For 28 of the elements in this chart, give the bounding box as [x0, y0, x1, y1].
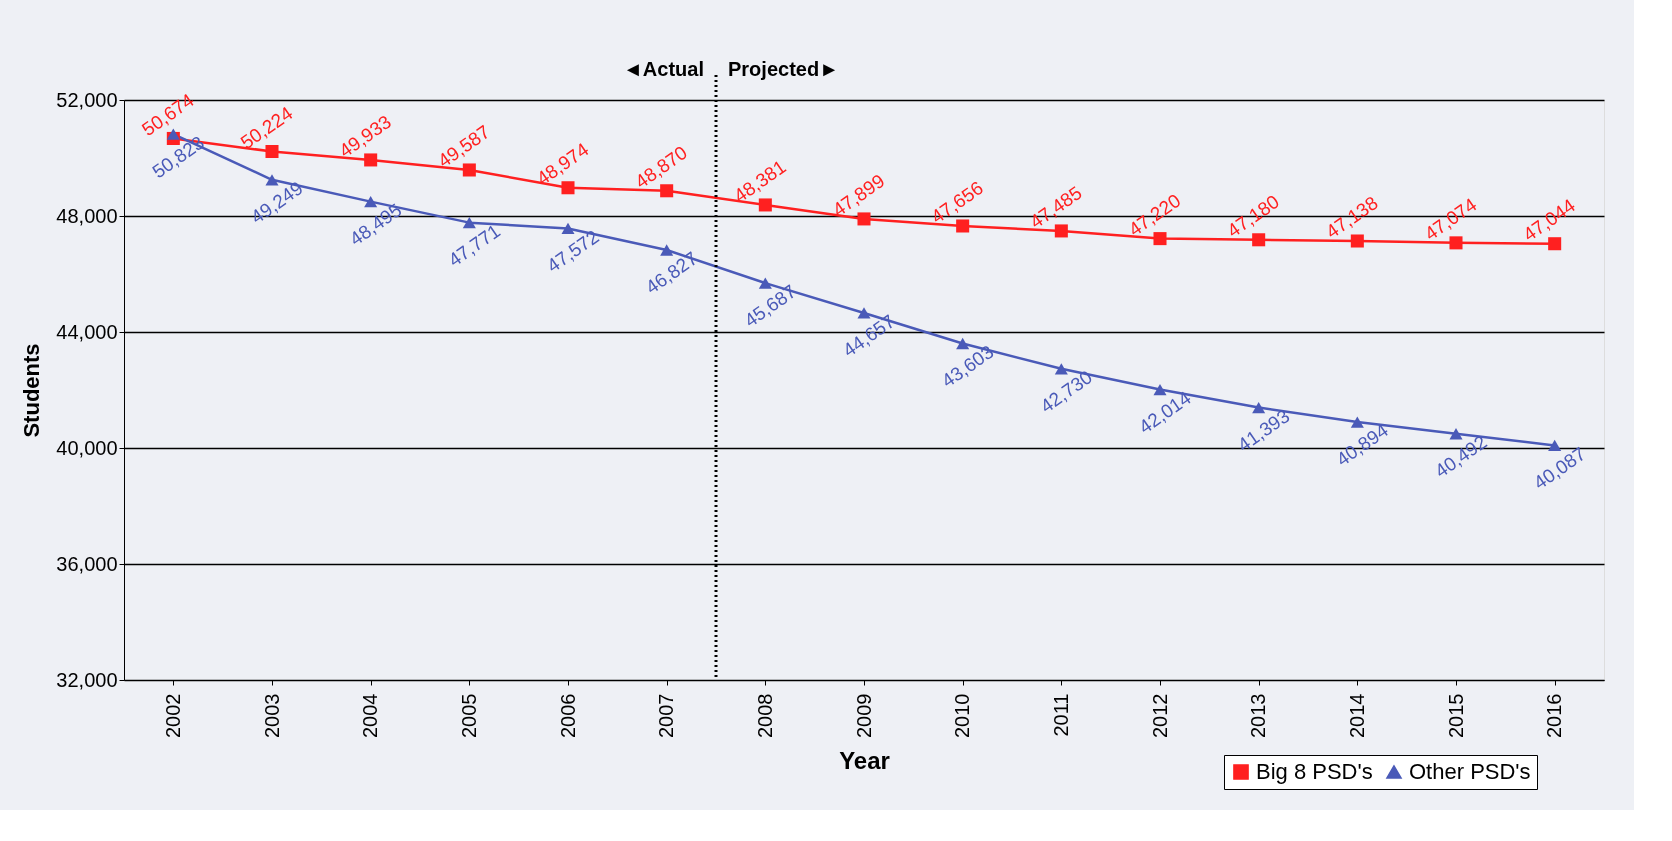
x-tick-label: 2004 — [359, 693, 382, 738]
x-tick-label: 2007 — [655, 693, 678, 738]
x-tick-label: 2016 — [1543, 693, 1566, 738]
y-tick-label: 44,000 — [56, 320, 118, 343]
y-tick-label: 36,000 — [56, 552, 118, 575]
legend-label: Big 8 PSD's — [1256, 759, 1373, 784]
x-tick-label: 2014 — [1345, 693, 1368, 738]
text: Projected► — [728, 58, 839, 80]
y-tick-label: 40,000 — [56, 436, 118, 459]
y-tick-label: 48,000 — [56, 204, 118, 227]
y-tick-label: 52,000 — [56, 88, 118, 111]
legend-label: Other PSD's — [1409, 759, 1531, 784]
point — [561, 181, 575, 195]
x-tick-label: 2012 — [1148, 693, 1171, 738]
x-tick-label: 2015 — [1444, 693, 1467, 738]
x-tick-label: 2005 — [457, 693, 480, 738]
x-tick-label: 2009 — [852, 693, 875, 738]
x-axis-title: Year — [839, 746, 890, 774]
y-axis-title: Students — [19, 343, 45, 438]
x-tick-label: 2006 — [556, 693, 579, 738]
x-tick-label: 2011 — [1049, 693, 1072, 737]
x-tick-label: 2013 — [1247, 693, 1270, 738]
x-tick-label: 2008 — [753, 693, 776, 738]
x-tick-label: 2010 — [951, 693, 974, 738]
x-tick-label: 2002 — [161, 693, 184, 738]
x-tick-label: 2003 — [260, 693, 283, 738]
y-tick-label: 32,000 — [56, 668, 118, 691]
text: ◄Actual — [623, 58, 704, 80]
